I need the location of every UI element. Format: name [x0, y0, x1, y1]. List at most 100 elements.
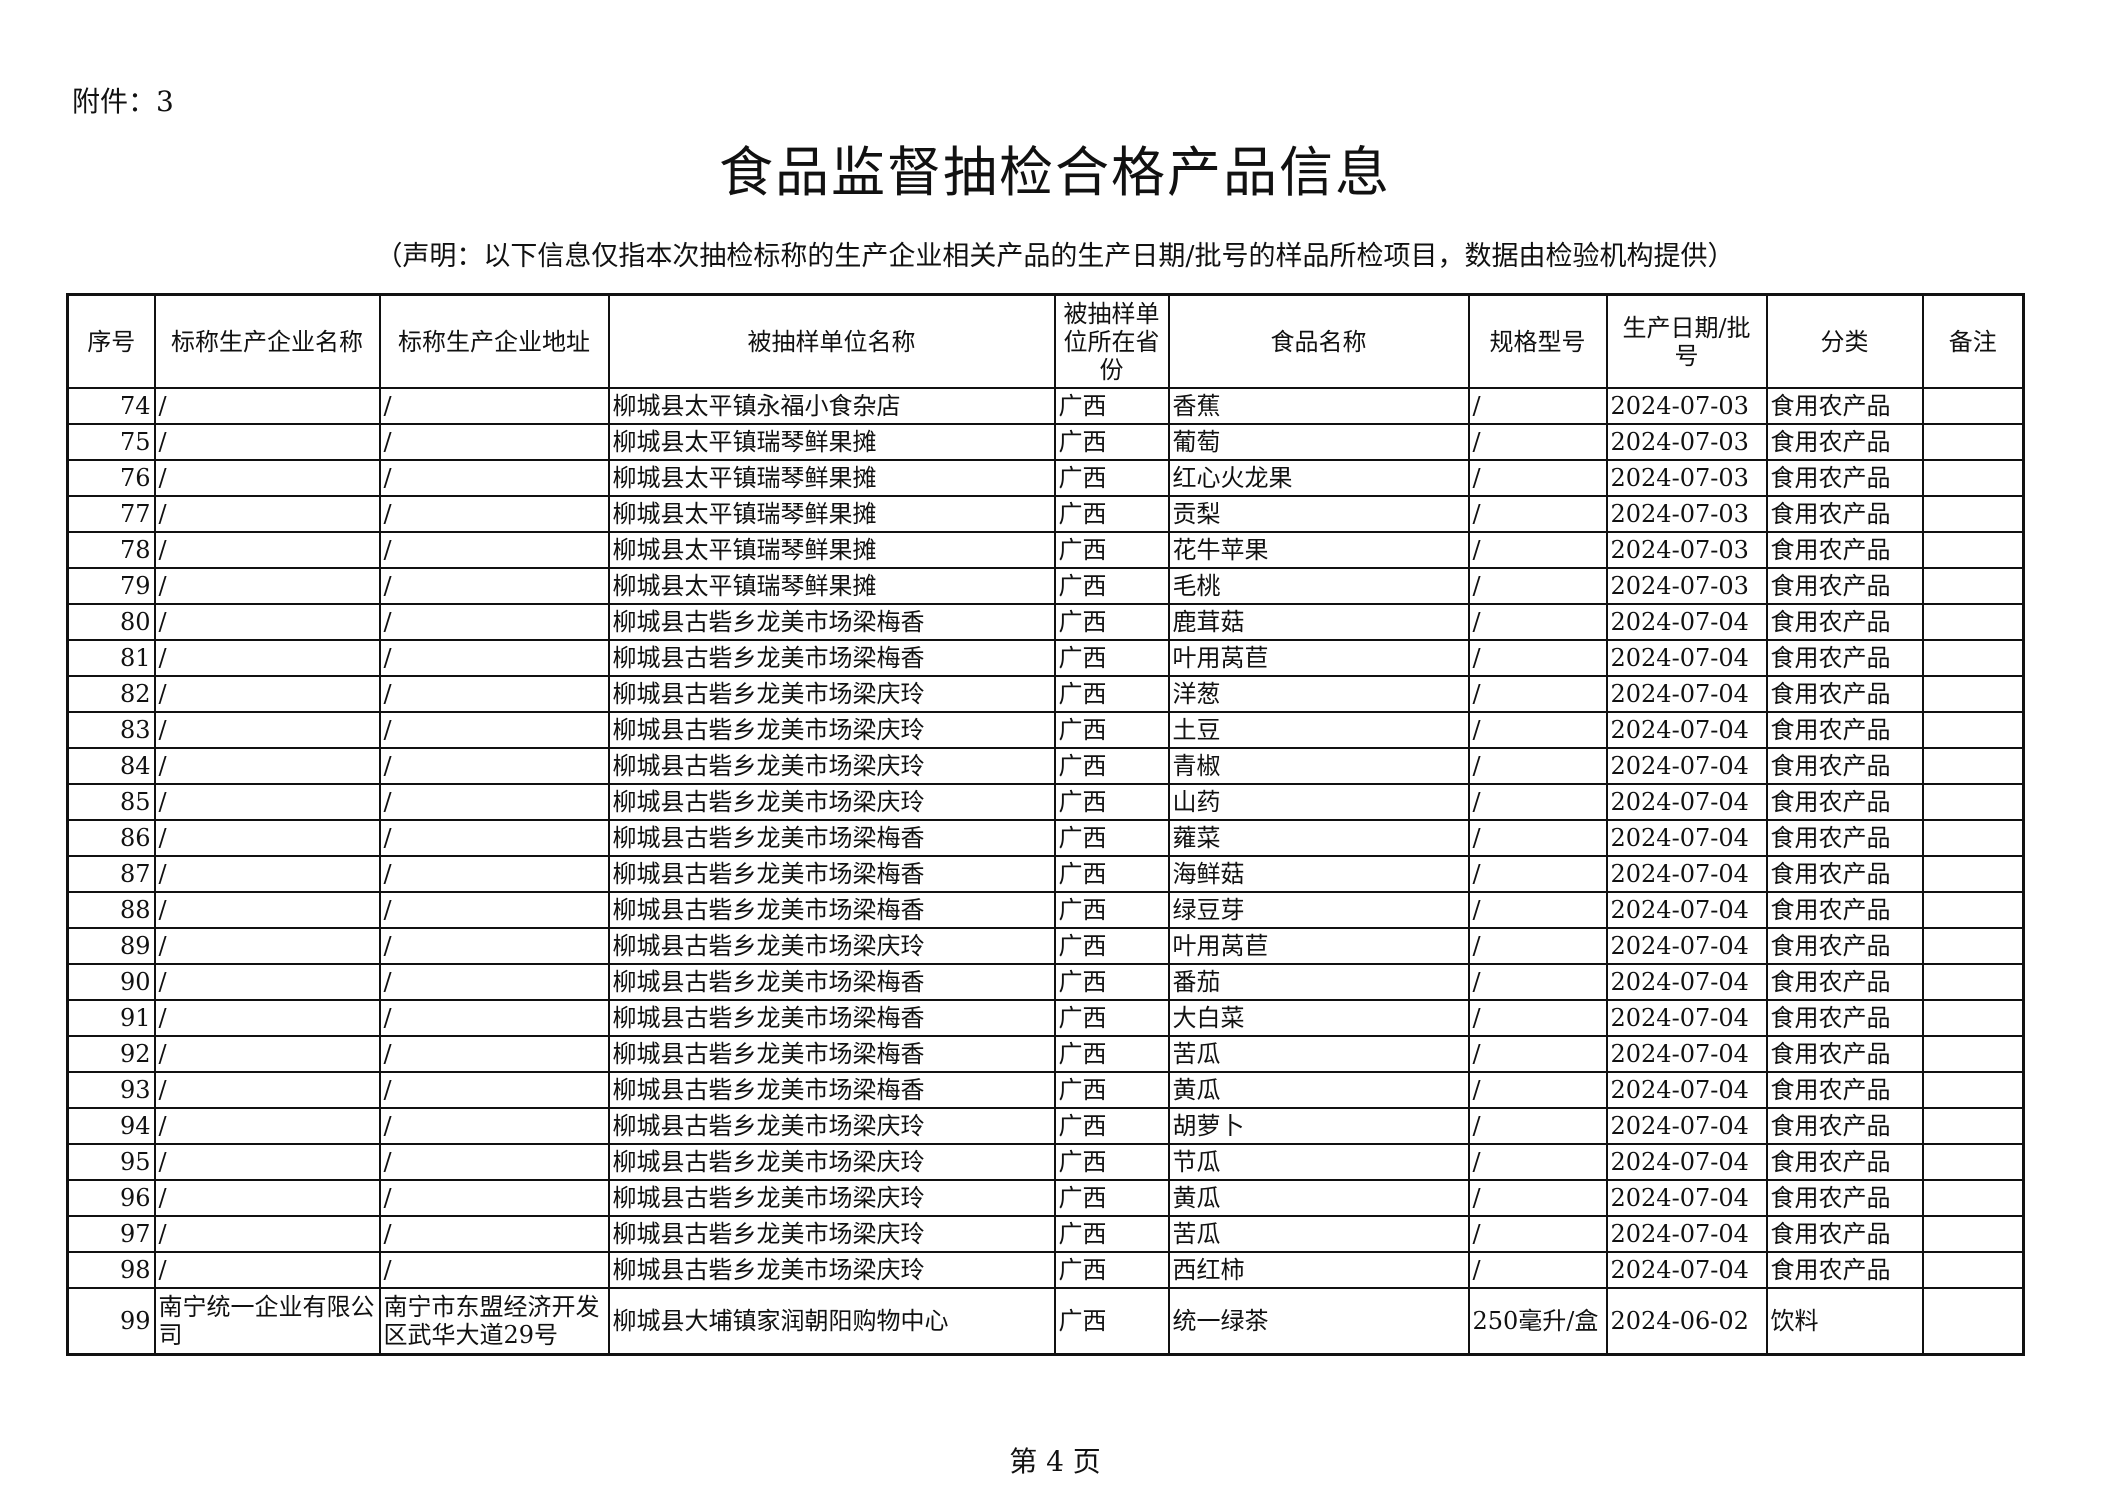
table-row: 91// 柳城县古砦乡龙美市场梁梅香 广西 大白菜/2024-07-04 食用农产品 [66, 999, 2025, 1037]
table-cell: / [153, 1215, 381, 1253]
table-cell: / [378, 675, 610, 713]
table-cell: / [153, 603, 381, 641]
table-cell [1921, 963, 2025, 1001]
table-cell: 食用农产品 [1765, 963, 1924, 1001]
table-cell: / [1467, 675, 1608, 713]
table-cell: 柳城县古砦乡龙美市场梁梅香 [607, 819, 1056, 857]
table-cell: 82 [66, 675, 156, 713]
table-cell: 食用农产品 [1765, 387, 1924, 425]
table-cell: 广西 [1053, 1143, 1170, 1181]
table-cell: 广西 [1053, 567, 1170, 605]
table-cell: 75 [66, 423, 156, 461]
table-cell: 贡梨 [1167, 495, 1470, 533]
table-cell: 柳城县古砦乡龙美市场梁梅香 [607, 963, 1056, 1001]
table-row: 97// 柳城县古砦乡龙美市场梁庆玲 广西 苦瓜/2024-07-04 食用农产品 [66, 1215, 2025, 1253]
table-cell: / [378, 711, 610, 749]
table-cell: 食用农产品 [1765, 711, 1924, 749]
table-cell: 广西 [1053, 747, 1170, 785]
table-cell: / [153, 387, 381, 425]
table-cell [1921, 423, 2025, 461]
table-cell: 柳城县古砦乡龙美市场梁庆玲 [607, 1179, 1056, 1217]
table-cell: 南宁统一企业有限公司 [153, 1287, 381, 1356]
table-cell: 94 [66, 1107, 156, 1145]
attachment-label: 附件：3 [72, 85, 174, 118]
table-cell: 食用农产品 [1765, 675, 1924, 713]
table-row: 88// 柳城县古砦乡龙美市场梁梅香 广西 绿豆芽/2024-07-04 食用农产品 [66, 891, 2025, 929]
table-cell: 柳城县太平镇瑞琴鲜果摊 [607, 567, 1056, 605]
table-cell: 柳城县古砦乡龙美市场梁梅香 [607, 1071, 1056, 1109]
table-cell: / [1467, 819, 1608, 857]
table-cell: 2024-07-04 [1605, 891, 1768, 929]
table-cell: 79 [66, 567, 156, 605]
table-cell: / [1467, 639, 1608, 677]
table-cell: 98 [66, 1251, 156, 1289]
table-cell [1921, 1215, 2025, 1253]
table-cell: / [153, 423, 381, 461]
table-row: 80// 柳城县古砦乡龙美市场梁梅香 广西 鹿茸菇/2024-07-04 食用农产品 [66, 603, 2025, 641]
table-cell: 2024-07-04 [1605, 1071, 1768, 1109]
table-cell: / [1467, 891, 1608, 929]
results-table: 序号 标称生产企业名称 标称生产企业地址 被抽样单位名称 被抽样单位所在省份 食品名称 规格… [66, 293, 2025, 1356]
table-cell: 食用农产品 [1765, 1215, 1924, 1253]
table-cell: 2024-07-04 [1605, 819, 1768, 857]
table-cell: 87 [66, 855, 156, 893]
table-cell: 89 [66, 927, 156, 965]
table-cell: 76 [66, 459, 156, 497]
table-cell: 74 [66, 387, 156, 425]
table-cell: / [1467, 603, 1608, 641]
table-cell [1921, 819, 2025, 857]
table-cell: / [153, 1251, 381, 1289]
table-row: 79// 柳城县太平镇瑞琴鲜果摊 广西 毛桃/2024-07-03 食用农产品 [66, 567, 2025, 605]
table-cell: / [1467, 927, 1608, 965]
table-cell [1921, 1035, 2025, 1073]
table-cell: / [1467, 1143, 1608, 1181]
table-cell: 广西 [1053, 1251, 1170, 1289]
table-cell [1921, 531, 2025, 569]
table-cell: 2024-07-04 [1605, 927, 1768, 965]
table-cell [1921, 639, 2025, 677]
table-cell: / [1467, 783, 1608, 821]
table-cell: 广西 [1053, 819, 1170, 857]
table-cell: / [1467, 1107, 1608, 1145]
table-cell: 86 [66, 819, 156, 857]
table-cell: 柳城县古砦乡龙美市场梁梅香 [607, 999, 1056, 1037]
table-cell: / [1467, 1251, 1608, 1289]
table-cell: 84 [66, 747, 156, 785]
table-row: 75// 柳城县太平镇瑞琴鲜果摊 广西 葡萄/2024-07-03 食用农产品 [66, 423, 2025, 461]
table-cell: 食用农产品 [1765, 495, 1924, 533]
table-cell: 广西 [1053, 783, 1170, 821]
table-cell: 广西 [1053, 1179, 1170, 1217]
table-cell: / [1467, 387, 1608, 425]
table-cell: / [378, 783, 610, 821]
table-cell: 2024-07-04 [1605, 1035, 1768, 1073]
column-header: 被抽样单位所在省份 [1053, 293, 1170, 389]
table-cell: 柳城县古砦乡龙美市场梁庆玲 [607, 1251, 1056, 1289]
table-row: 96// 柳城县古砦乡龙美市场梁庆玲 广西 黄瓜/2024-07-04 食用农产品 [66, 1179, 2025, 1217]
table-cell: 葡萄 [1167, 423, 1470, 461]
table-cell: 250毫升/盒 [1467, 1287, 1608, 1356]
table-cell: 毛桃 [1167, 567, 1470, 605]
table-cell: / [378, 1215, 610, 1253]
table-cell: 2024-07-04 [1605, 639, 1768, 677]
table-cell: / [378, 531, 610, 569]
table-row: 74// 柳城县太平镇永福小食杂店 广西 香蕉/2024-07-03 食用农产品 [66, 387, 2025, 425]
table-cell [1921, 891, 2025, 929]
table-cell: / [1467, 495, 1608, 533]
table-cell: 食用农产品 [1765, 819, 1924, 857]
table-cell: / [153, 819, 381, 857]
table-cell: 食用农产品 [1765, 531, 1924, 569]
table-cell: 柳城县太平镇瑞琴鲜果摊 [607, 423, 1056, 461]
table-cell: 2024-07-03 [1605, 387, 1768, 425]
table-cell: / [153, 495, 381, 533]
table-cell: / [378, 567, 610, 605]
table-cell: 2024-06-02 [1605, 1287, 1768, 1356]
table-cell: 食用农产品 [1765, 1035, 1924, 1073]
table-cell: 广西 [1053, 1035, 1170, 1073]
column-header: 被抽样单位名称 [607, 293, 1056, 389]
table-cell [1921, 675, 2025, 713]
table-cell: / [1467, 459, 1608, 497]
table-cell: 92 [66, 1035, 156, 1073]
table-cell: 食用农产品 [1765, 1071, 1924, 1109]
table-cell: 食用农产品 [1765, 567, 1924, 605]
table-cell: 食用农产品 [1765, 747, 1924, 785]
